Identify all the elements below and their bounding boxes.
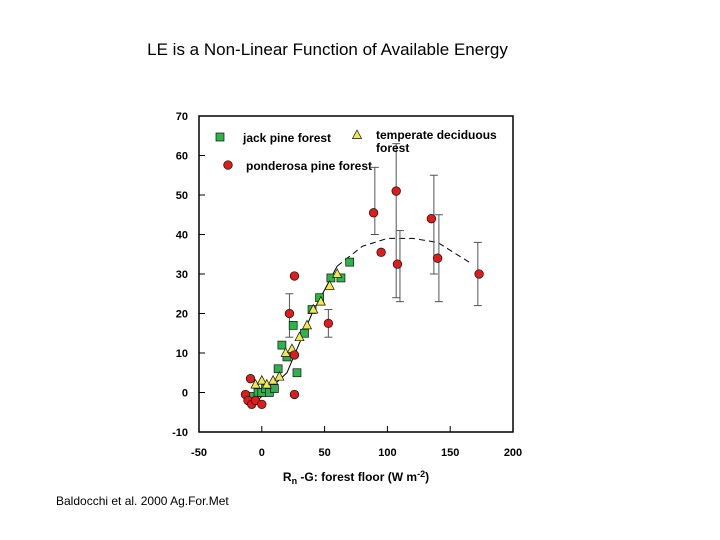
point-jack-pine-forest bbox=[336, 273, 346, 283]
point-ponderosa-pine-forest bbox=[289, 271, 300, 281]
y-tick-label: 0 bbox=[182, 388, 188, 400]
point-ponderosa-pine-forest bbox=[284, 308, 295, 319]
x-tick-label: 50 bbox=[318, 447, 330, 459]
point-ponderosa-pine-forest bbox=[245, 374, 256, 384]
point-ponderosa-pine-forest bbox=[257, 399, 267, 410]
point-ponderosa-pine-forest bbox=[432, 253, 443, 263]
point-jack-pine-forest bbox=[326, 273, 336, 283]
point-temperate-deciduous-forest bbox=[315, 295, 326, 306]
point-temperate-deciduous-forest bbox=[301, 319, 313, 330]
legend-marker-square bbox=[215, 132, 225, 142]
point-temperate-deciduous-forest bbox=[274, 370, 285, 381]
legend-marker-triangle bbox=[351, 129, 363, 139]
legend-label: ponderosa pine forest bbox=[246, 159, 372, 173]
chart-legend: jack pine forest temperate deciduous fores… bbox=[215, 128, 497, 173]
point-temperate-deciduous-forest bbox=[308, 303, 319, 314]
y-tick-label: 70 bbox=[176, 111, 188, 123]
point-jack-pine-forest bbox=[300, 328, 309, 338]
point-jack-pine-forest bbox=[277, 340, 287, 350]
point-temperate-deciduous-forest bbox=[324, 280, 335, 290]
point-temperate-deciduous-forest bbox=[294, 331, 305, 342]
legend-label: temperate deciduous forest bbox=[376, 128, 497, 155]
point-ponderosa-pine-forest bbox=[376, 247, 386, 257]
x-tick-label: 200 bbox=[504, 447, 522, 459]
point-temperate-deciduous-forest bbox=[332, 268, 343, 278]
slide-title: LE is a Non-Linear Function of Available… bbox=[147, 40, 508, 59]
y-tick-label: 40 bbox=[176, 230, 188, 242]
y-tick-label: -10 bbox=[172, 427, 188, 439]
point-ponderosa-pine-forest bbox=[289, 350, 300, 360]
data-points bbox=[240, 186, 484, 410]
point-ponderosa-pine-forest bbox=[368, 208, 379, 218]
point-jack-pine-forest bbox=[270, 384, 279, 393]
fit-line-dashed bbox=[336, 237, 470, 267]
y-tick-label: 50 bbox=[176, 190, 188, 202]
point-jack-pine-forest bbox=[345, 257, 355, 267]
point-jack-pine-forest bbox=[292, 368, 302, 378]
y-tick-label: 10 bbox=[176, 348, 188, 360]
x-tick-label: 0 bbox=[259, 447, 265, 459]
y-tick-label: 20 bbox=[176, 309, 188, 321]
citation: Baldocchi et al. 2000 Ag.For.Met bbox=[56, 494, 229, 508]
y-tick-label: 30 bbox=[176, 269, 188, 281]
x-tick-label: -50 bbox=[191, 447, 207, 459]
x-tick-label: 100 bbox=[378, 447, 396, 459]
fit-lines bbox=[248, 237, 470, 409]
point-temperate-deciduous-forest bbox=[256, 374, 267, 385]
point-jack-pine-forest bbox=[273, 364, 283, 374]
point-ponderosa-pine-forest bbox=[289, 389, 300, 400]
legend-label: jack pine forest bbox=[242, 131, 331, 145]
point-ponderosa-pine-forest bbox=[474, 269, 484, 279]
x-tick-label: 150 bbox=[441, 447, 459, 459]
legend-marker-circle bbox=[223, 160, 233, 170]
x-axis-label: Rn -G: forest floor (W m-2) bbox=[283, 469, 429, 486]
point-ponderosa-pine-forest bbox=[391, 186, 401, 196]
point-ponderosa-pine-forest bbox=[426, 214, 437, 224]
point-jack-pine-forest bbox=[288, 321, 298, 330]
point-ponderosa-pine-forest bbox=[392, 259, 403, 269]
y-tick-label: 60 bbox=[176, 151, 188, 163]
axis-labels: Rn -G: forest floor (W m-2) bbox=[283, 469, 429, 486]
point-ponderosa-pine-forest bbox=[323, 318, 334, 329]
chart-axes: -10 0 10 20 30 40 50 60 70 -50 0 50 100 150 200 bbox=[172, 111, 522, 459]
